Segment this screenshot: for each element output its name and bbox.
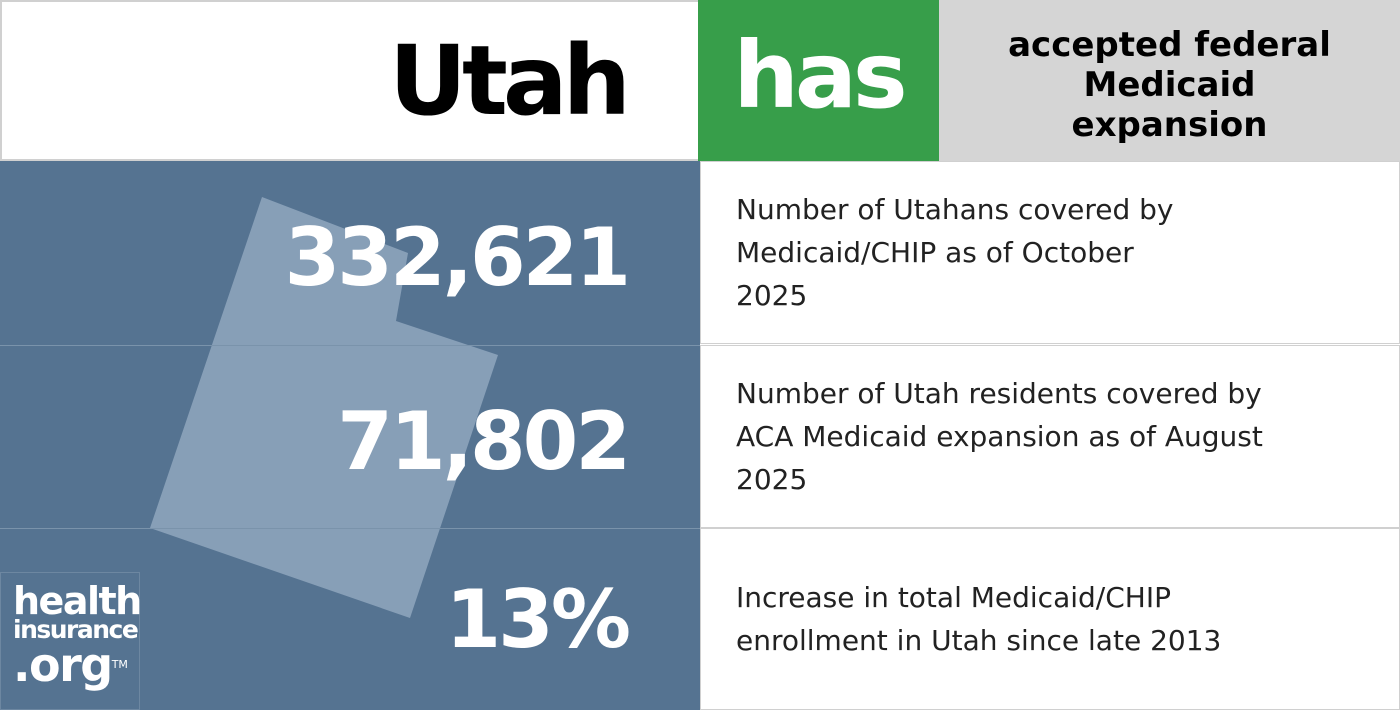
stat-label-text: Increase in total Medicaid/CHIP enrollme… <box>736 581 1222 657</box>
healthinsurance-org-logo: health insurance .orgTM <box>0 572 142 710</box>
expansion-status-badge: has <box>698 0 939 161</box>
logo-line: health <box>13 579 142 623</box>
logo-line: .org <box>13 638 113 692</box>
logo-line: insurance <box>13 615 139 644</box>
stat-value-medicaid-chip: 332,621 <box>284 211 631 304</box>
state-name: Utah <box>0 0 698 161</box>
stat-value-increase: 13% <box>445 573 631 666</box>
stat-label-text: Number of Utahans covered by Medicaid/CH… <box>736 193 1174 312</box>
stat-value-expansion: 71,802 <box>337 395 631 488</box>
stat-label-expansion: Number of Utah residents covered by ACA … <box>700 345 1400 528</box>
stat-label-increase: Increase in total Medicaid/CHIP enrollme… <box>700 528 1400 710</box>
expansion-description: accepted federal Medicaid expansion <box>939 0 1400 161</box>
divider <box>0 345 700 346</box>
utah-state-shape <box>150 197 498 618</box>
divider <box>0 528 700 529</box>
description-text: accepted federal Medicaid expansion <box>1008 24 1331 145</box>
stat-label-text: Number of Utah residents covered by ACA … <box>736 377 1263 496</box>
trademark: TM <box>111 658 128 671</box>
stat-label-medicaid-chip: Number of Utahans covered by Medicaid/CH… <box>700 161 1400 344</box>
